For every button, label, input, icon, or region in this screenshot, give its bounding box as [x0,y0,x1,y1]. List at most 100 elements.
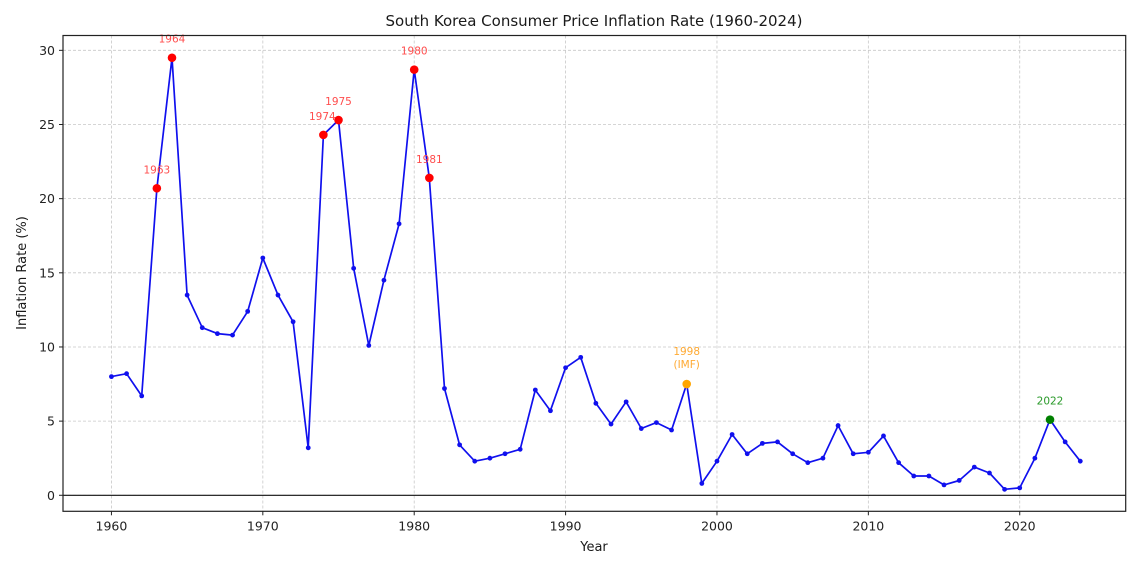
x-tick-label: 2000 [701,518,733,533]
series-points-layer [109,55,1083,492]
data-point [699,481,705,486]
data-point [442,386,447,391]
data-point [502,451,508,457]
data-point [532,387,538,393]
highlight-label: 1963 [143,164,170,176]
highlight-label: 2022 [1037,396,1064,408]
data-point [608,421,614,427]
data-point [260,255,266,261]
data-point [654,420,659,426]
data-point [517,446,523,452]
highlight-point [334,115,343,125]
highlight-point [167,53,177,63]
data-point [351,265,357,271]
data-point [139,393,145,399]
data-point [215,331,220,337]
data-point [623,399,629,405]
data-point [775,439,780,445]
x-tick-label: 2010 [852,518,884,533]
highlight-point [409,65,419,74]
plot-frame [62,34,1127,512]
data-point [835,423,841,428]
y-axis-ticks: 0 5 10 15 20 25 30 [39,43,63,503]
data-point [457,442,463,448]
x-tick-label: 2020 [1004,518,1036,533]
highlight-points-layer: 1963 1964 1974 1975 1980 1981 1998(IMF) 2022 [143,34,1063,424]
data-point [396,221,402,227]
data-point [805,460,811,466]
highlight-point [319,130,328,140]
x-tick-label: 1980 [398,518,430,533]
x-tick-label: 1990 [550,518,582,533]
y-tick-label: 25 [39,117,55,132]
highlight-label: 1975 [325,96,352,108]
data-point [290,319,296,325]
y-tick-label: 5 [47,414,55,429]
highlight-label: 1974 [309,111,336,123]
data-point [714,458,720,464]
highlight-label: 1981 [416,154,443,166]
data-point [820,455,826,461]
series-line [111,56,1081,491]
data-point [275,292,281,298]
data-point [865,449,871,455]
data-point [669,427,674,433]
data-point [472,458,478,464]
y-tick-label: 15 [39,265,55,280]
data-point [850,451,856,457]
data-point [487,455,493,461]
data-point [790,451,796,457]
highlight-point [682,379,691,389]
data-point [926,473,932,479]
y-axis-label: Inflation Rate (%) [15,216,30,330]
highlight-point [152,183,162,193]
y-tick-label: 20 [39,191,55,206]
data-point [956,478,962,483]
data-point [1077,458,1083,464]
data-point [548,408,553,414]
grid-lines [63,35,1126,512]
data-point [941,482,947,488]
highlight-label: 1998 [673,346,700,358]
data-point [593,400,599,406]
highlight-label: 1980 [401,46,428,58]
data-point [1017,485,1023,491]
data-point [1062,439,1068,445]
highlight-label: 1964 [159,34,186,46]
data-point [987,470,992,476]
y-tick-label: 0 [47,488,55,503]
y-tick-label: 10 [39,339,55,354]
data-point [381,277,387,283]
data-point [563,365,568,371]
data-point [124,371,129,377]
data-point [896,460,902,466]
data-point [578,354,584,360]
series-line-layer [111,56,1081,491]
data-point [729,432,735,437]
data-point [366,343,372,348]
chart-title: South Korea Consumer Price Inflation Rat… [386,12,803,30]
data-point [199,325,205,331]
data-point [911,473,917,479]
y-tick-label: 30 [39,43,55,58]
x-tick-label: 1970 [247,518,279,533]
x-axis-ticks: 1960 1970 1980 1990 2000 2010 2020 [96,511,1036,533]
data-point [109,374,114,380]
data-point [245,308,251,314]
data-point [638,426,644,431]
highlight-point [1045,415,1055,424]
data-point [1002,486,1007,492]
data-point [305,445,311,451]
highlight-point [425,173,434,183]
data-point [184,292,190,298]
data-point [759,440,765,446]
data-point [881,433,886,439]
data-point [744,451,750,457]
data-point [230,332,235,338]
data-point [971,464,977,470]
highlight-sublabel: (IMF) [673,359,699,371]
x-axis-label: Year [579,540,608,555]
data-point [1032,455,1038,461]
x-tick-label: 1960 [96,518,128,533]
